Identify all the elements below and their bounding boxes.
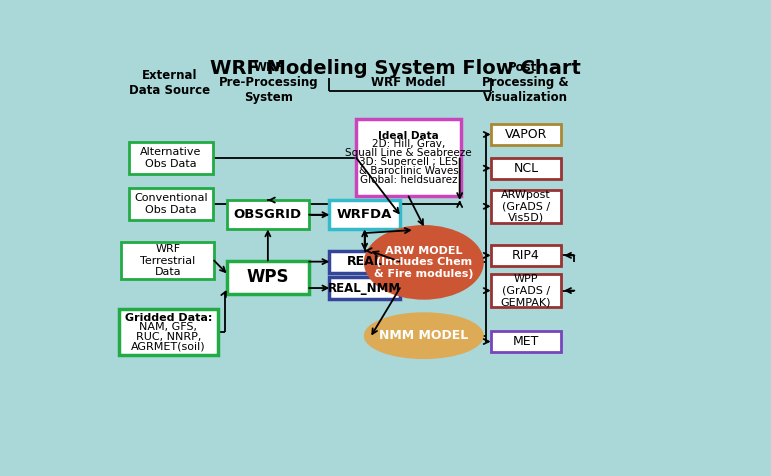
Text: WRF
Pre-Processing
System: WRF Pre-Processing System [219, 61, 319, 104]
Text: WPS: WPS [247, 268, 289, 286]
Text: & Baroclinic Waves: & Baroclinic Waves [359, 166, 459, 176]
Text: External
Data Source: External Data Source [129, 69, 210, 97]
FancyBboxPatch shape [130, 142, 213, 174]
Ellipse shape [365, 314, 483, 357]
FancyBboxPatch shape [227, 200, 309, 229]
FancyBboxPatch shape [130, 188, 213, 220]
Text: Alternative
Obs Data: Alternative Obs Data [140, 148, 202, 169]
Text: NMM MODEL: NMM MODEL [379, 329, 469, 342]
FancyBboxPatch shape [329, 200, 400, 229]
Text: Ideal Data: Ideal Data [379, 130, 439, 140]
FancyBboxPatch shape [491, 124, 561, 145]
FancyBboxPatch shape [119, 309, 217, 355]
Text: REAL: REAL [347, 255, 382, 268]
FancyBboxPatch shape [356, 119, 461, 197]
Text: NCL: NCL [513, 162, 539, 175]
Text: WRFDA: WRFDA [337, 208, 392, 221]
Text: Global: heldsuarez: Global: heldsuarez [360, 175, 457, 185]
Text: WRF
Terrestrial
Data: WRF Terrestrial Data [140, 244, 195, 277]
Text: ARWpost
(GrADS /
Vis5D): ARWpost (GrADS / Vis5D) [501, 190, 550, 223]
Text: Conventional
Obs Data: Conventional Obs Data [134, 193, 208, 215]
FancyBboxPatch shape [329, 251, 400, 273]
Text: MET: MET [513, 335, 539, 348]
Text: RIP4: RIP4 [512, 249, 540, 262]
Text: WRF Modeling System Flow Chart: WRF Modeling System Flow Chart [210, 60, 581, 79]
Text: REAL_NMM: REAL_NMM [328, 281, 401, 295]
Text: AGRMET(soil): AGRMET(soil) [131, 341, 206, 351]
Text: RUC, NNRP,: RUC, NNRP, [136, 332, 201, 342]
Text: 2D: Hill, Grav,: 2D: Hill, Grav, [372, 139, 445, 149]
FancyBboxPatch shape [491, 274, 561, 307]
Text: VAPOR: VAPOR [505, 128, 547, 141]
Text: ARW MODEL
(Includes Chem
& Fire modules): ARW MODEL (Includes Chem & Fire modules) [374, 246, 473, 279]
Text: NAM, GFS,: NAM, GFS, [140, 322, 197, 332]
FancyBboxPatch shape [329, 277, 400, 299]
Text: Post-
Processing &
Visualization: Post- Processing & Visualization [482, 61, 569, 104]
FancyBboxPatch shape [491, 245, 561, 266]
FancyBboxPatch shape [491, 331, 561, 352]
FancyBboxPatch shape [122, 242, 214, 279]
Text: OBSGRID: OBSGRID [234, 208, 302, 221]
Text: WPP
(GrADS /
GEMPAK): WPP (GrADS / GEMPAK) [500, 274, 551, 307]
Text: 3D: Supercell ; LES: 3D: Supercell ; LES [359, 158, 458, 168]
FancyBboxPatch shape [227, 260, 309, 294]
Text: Gridded Data:: Gridded Data: [125, 313, 212, 323]
FancyBboxPatch shape [491, 190, 561, 223]
FancyBboxPatch shape [491, 158, 561, 179]
Text: Squall Line & Seabreeze: Squall Line & Seabreeze [345, 149, 472, 159]
Ellipse shape [365, 227, 483, 298]
Text: WRF Model: WRF Model [371, 76, 446, 89]
